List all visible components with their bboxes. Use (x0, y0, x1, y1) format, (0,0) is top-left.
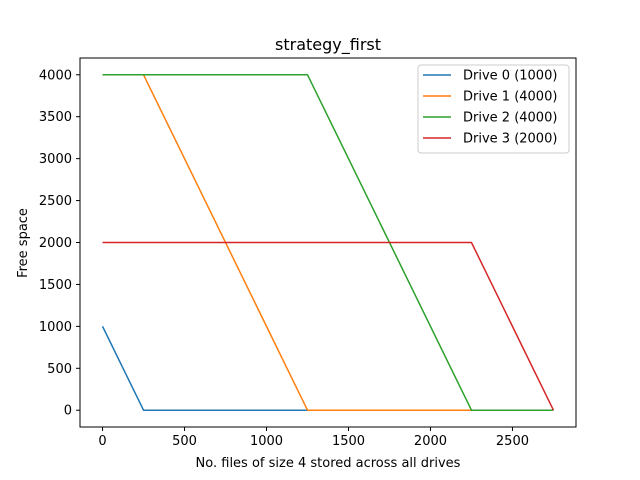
y-tick-label-5: 2500 (39, 194, 72, 209)
x-tick-label-4: 2000 (414, 434, 447, 449)
plot-lines (101, 74, 555, 411)
legend-box (417, 64, 570, 154)
series-line-0 (101, 326, 554, 411)
legend-label-3: Drive 3 (2000) (463, 132, 557, 147)
legend-label-2: Drive 2 (4000) (463, 111, 557, 126)
y-tick-label-2: 1000 (39, 320, 72, 335)
legend-label-0: Drive 0 (1000) (463, 69, 557, 84)
x-tick-label-3: 1500 (332, 434, 365, 449)
y-axis-label: Free space (16, 208, 31, 278)
x-axis-ticks: 0 500 1000 1500 2000 2500 (98, 427, 529, 449)
chart-title: strategy_first (275, 35, 381, 55)
x-tick-label-5: 2500 (496, 434, 529, 449)
y-axis-ticks: 0 500 1000 1500 2000 2500 3000 3500 4000 (39, 68, 80, 419)
y-tick-label-4: 2000 (39, 236, 72, 251)
y-tick-label-6: 3000 (39, 152, 72, 167)
x-tick-label-1: 500 (172, 434, 197, 449)
y-tick-label-7: 3500 (39, 110, 72, 125)
series-line-3 (102, 241, 555, 411)
x-tick-label-2: 1000 (250, 434, 283, 449)
x-axis-label: No. files of size 4 stored across all dr… (196, 456, 461, 471)
y-tick-label-0: 0 (64, 404, 72, 419)
y-tick-label-1: 500 (47, 362, 72, 377)
legend: Drive 0 (1000) Drive 1 (4000) Drive 2 (400… (417, 64, 570, 154)
x-tick-label-0: 0 (98, 434, 106, 449)
legend-label-1: Drive 1 (4000) (463, 90, 557, 105)
y-tick-label-8: 4000 (39, 68, 72, 83)
y-tick-label-3: 1500 (39, 278, 72, 293)
